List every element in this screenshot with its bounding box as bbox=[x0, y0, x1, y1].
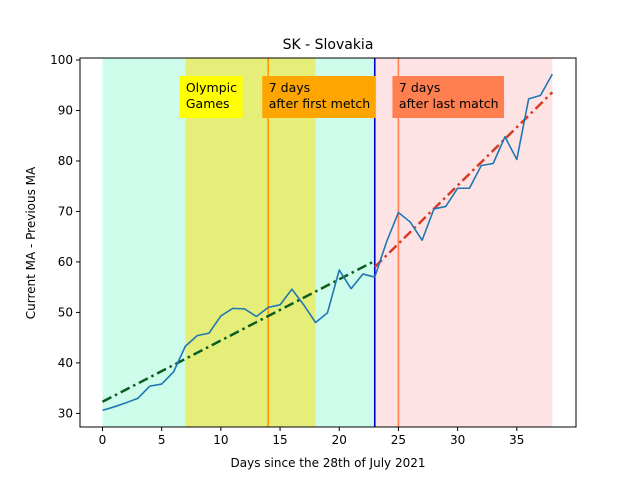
x-axis-label: Days since the 28th of July 2021 bbox=[231, 456, 426, 470]
x-tick-label: 5 bbox=[158, 433, 166, 447]
x-tick-label: 10 bbox=[213, 433, 228, 447]
x-tick-label: 25 bbox=[391, 433, 406, 447]
y-tick-label: 70 bbox=[58, 204, 73, 218]
annotation-box bbox=[392, 76, 505, 118]
y-tick-label: 30 bbox=[58, 406, 73, 420]
annotation-box bbox=[179, 76, 243, 118]
trend-line bbox=[373, 91, 554, 268]
shaded-region bbox=[374, 58, 553, 427]
annotation-text: Games bbox=[186, 96, 230, 111]
y-tick-label: 60 bbox=[58, 255, 73, 269]
annotation-text: after first metch bbox=[269, 96, 371, 111]
x-tick-label: 15 bbox=[272, 433, 287, 447]
series-line bbox=[102, 73, 554, 412]
annotation-box bbox=[262, 76, 376, 118]
trend-line bbox=[101, 259, 376, 403]
y-tick-label: 40 bbox=[58, 356, 73, 370]
y-tick-label: 50 bbox=[58, 305, 73, 319]
y-tick-label: 80 bbox=[58, 154, 73, 168]
annotation-text: after last match bbox=[399, 96, 499, 111]
annotation-text: 7 days bbox=[399, 80, 440, 95]
y-axis-label: Current MA - Previous MA bbox=[24, 166, 38, 319]
plot-frame bbox=[79, 57, 577, 428]
shaded-region bbox=[315, 58, 375, 427]
annotation-text: Olympic bbox=[186, 80, 237, 95]
shaded-region bbox=[185, 58, 316, 427]
x-tick-label: 0 bbox=[99, 433, 107, 447]
chart-title: SK - Slovakia bbox=[283, 37, 374, 53]
y-tick-label: 100 bbox=[50, 53, 73, 67]
x-tick-label: 35 bbox=[509, 433, 524, 447]
y-tick-label: 90 bbox=[58, 103, 73, 117]
x-tick-label: 30 bbox=[450, 433, 465, 447]
x-tick-label: 20 bbox=[332, 433, 347, 447]
annotation-text: 7 days bbox=[269, 80, 310, 95]
